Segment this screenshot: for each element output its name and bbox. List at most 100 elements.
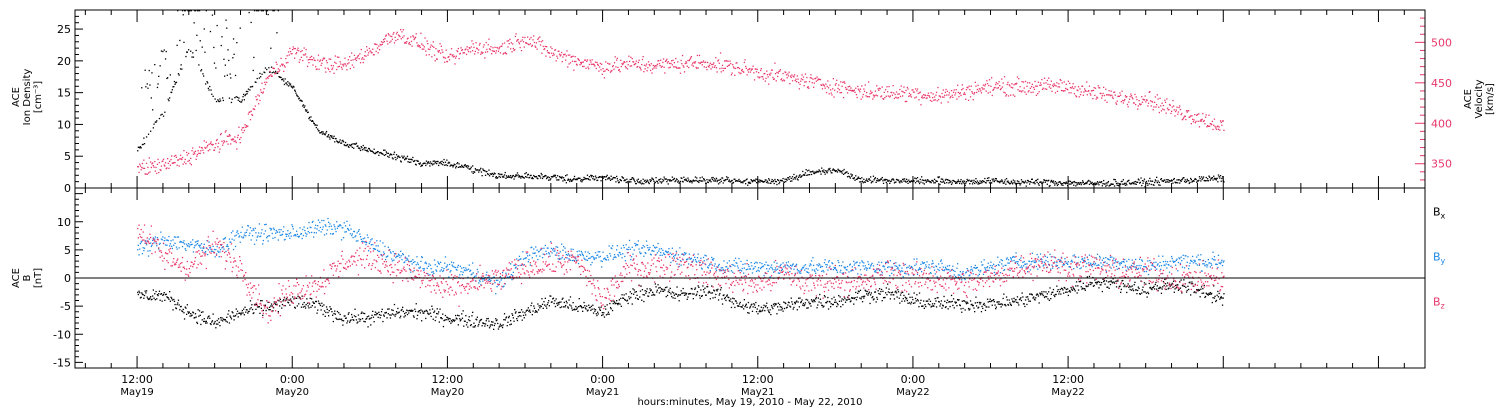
data-point: [453, 163, 455, 165]
data-point: [267, 13, 269, 16]
data-point: [856, 296, 858, 298]
data-point: [200, 150, 202, 152]
data-point: [759, 181, 761, 183]
data-point: [690, 287, 692, 290]
data-point: [711, 285, 713, 287]
data-point: [616, 178, 618, 180]
data-point: [216, 319, 218, 322]
data-point: [444, 57, 447, 59]
data-point: [542, 176, 544, 178]
data-point: [1092, 98, 1094, 100]
data-point: [461, 164, 463, 166]
data-point: [731, 72, 733, 74]
data-point: [1122, 283, 1124, 285]
data-point: [1010, 304, 1012, 306]
data-point: [773, 78, 775, 80]
data-point: [1146, 99, 1148, 101]
data-point: [1050, 87, 1052, 89]
data-point: [692, 65, 694, 67]
data-point: [612, 176, 614, 179]
data-point: [1061, 82, 1063, 84]
data-point: [178, 74, 180, 76]
data-point: [448, 161, 450, 163]
data-point: [856, 178, 858, 180]
data-point: [1087, 285, 1089, 287]
data-point: [779, 70, 781, 72]
data-point: [696, 177, 698, 179]
data-point: [817, 79, 819, 81]
data-point: [806, 86, 809, 89]
data-point: [419, 45, 421, 47]
data-point: [448, 56, 450, 58]
data-point: [203, 320, 205, 323]
data-point: [1135, 96, 1137, 98]
data-point: [1013, 84, 1015, 86]
data-point: [782, 310, 784, 312]
data-point: [1082, 181, 1084, 183]
data-point: [180, 305, 182, 308]
data-point: [577, 177, 580, 179]
data-point: [140, 147, 142, 149]
data-point: [326, 308, 328, 310]
data-point: [762, 78, 764, 80]
data-point: [183, 312, 185, 314]
data-point: [980, 301, 982, 304]
data-point: [671, 295, 673, 298]
data-point: [682, 65, 684, 67]
data-point: [262, 10, 264, 12]
data-point: [772, 78, 775, 80]
data-point: [200, 147, 203, 149]
data-point: [584, 305, 586, 307]
data-point: [197, 150, 199, 152]
data-point: [1179, 105, 1181, 107]
data-point: [713, 290, 716, 292]
data-point: [1064, 90, 1066, 92]
data-point: [348, 146, 350, 148]
data-point: [727, 60, 729, 62]
data-point: [1100, 92, 1102, 95]
data-point: [158, 293, 160, 295]
data-point: [976, 305, 978, 307]
data-point: [866, 293, 868, 295]
data-point: [770, 304, 773, 307]
data-point: [1098, 287, 1100, 289]
data-point: [931, 97, 934, 99]
data-point: [350, 59, 352, 61]
data-point: [171, 155, 173, 157]
data-point: [1122, 99, 1124, 102]
data-point: [470, 166, 472, 168]
data-point: [844, 297, 846, 299]
data-point: [1047, 83, 1049, 85]
data-point: [1128, 98, 1131, 100]
data-point: [318, 130, 320, 132]
data-point: [1032, 91, 1034, 93]
data-point: [684, 62, 686, 65]
data-point: [953, 307, 955, 309]
data-point: [905, 181, 907, 183]
data-point: [248, 310, 250, 312]
data-point: [822, 83, 824, 85]
data-point: [1158, 181, 1160, 184]
data-point: [750, 304, 752, 306]
data-point: [272, 71, 275, 73]
data-point: [921, 96, 923, 99]
data-point: [821, 167, 823, 169]
data-point: [588, 68, 590, 70]
data-point: [423, 162, 425, 164]
data-point: [624, 299, 627, 301]
data-point: [613, 300, 615, 302]
data-point: [642, 178, 644, 180]
data-point: [941, 92, 943, 95]
data-point: [884, 179, 886, 182]
data-point: [956, 182, 958, 184]
data-point: [743, 71, 745, 73]
data-point: [541, 298, 543, 300]
data-point: [289, 84, 291, 86]
data-point: [1039, 82, 1042, 84]
data-point: [950, 96, 952, 98]
data-point: [551, 301, 553, 303]
data-point: [885, 181, 887, 184]
data-point: [334, 310, 336, 312]
data-point: [338, 141, 340, 143]
